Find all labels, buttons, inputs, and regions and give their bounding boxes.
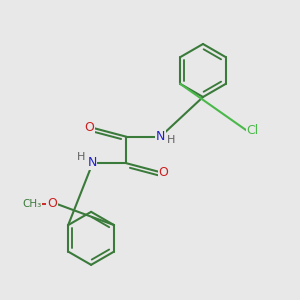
Text: N: N <box>87 156 97 169</box>
Text: H: H <box>167 135 175 145</box>
Text: O: O <box>47 197 57 210</box>
Text: CH₃: CH₃ <box>22 199 41 208</box>
Text: O: O <box>85 121 94 134</box>
Text: H: H <box>77 152 86 162</box>
Text: O: O <box>158 167 168 179</box>
Text: N: N <box>156 130 166 143</box>
Text: Cl: Cl <box>246 124 259 137</box>
